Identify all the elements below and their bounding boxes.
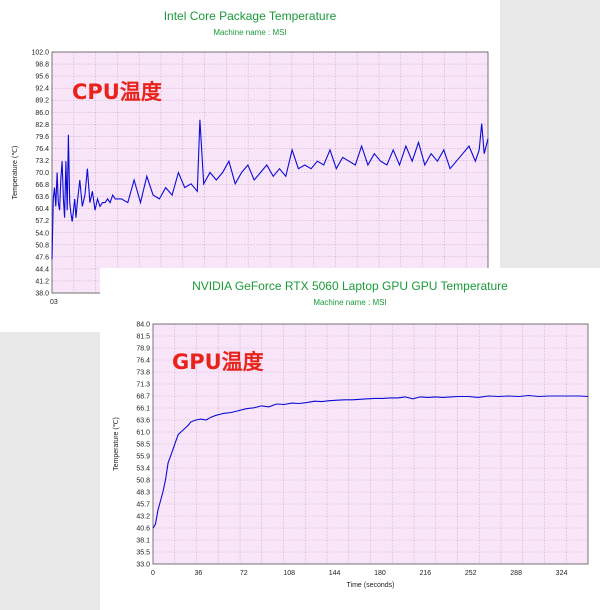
y-tick-label: 63.6 (136, 418, 150, 425)
y-tick-label: 61.0 (136, 430, 150, 437)
y-tick-label: 43.2 (136, 514, 150, 521)
y-tick-label: 48.3 (136, 490, 150, 497)
x-tick-label: 3 (54, 299, 58, 306)
y-tick-label: 47.6 (35, 254, 49, 261)
y-tick-label: 70.0 (35, 170, 49, 177)
y-tick-label: 66.8 (35, 182, 49, 189)
chart-title: Intel Core Package Temperature (164, 9, 337, 23)
x-tick-label: 36 (194, 570, 202, 577)
y-tick-label: 68.7 (136, 394, 150, 401)
x-tick-label: 108 (283, 570, 295, 577)
y-tick-label: 73.8 (136, 370, 150, 377)
y-tick-label: 55.9 (136, 454, 150, 461)
gpu-temperature-chart: NVIDIA GeForce RTX 5060 Laptop GPU GPU T… (113, 279, 589, 589)
y-tick-label: 73.2 (35, 158, 49, 165)
cpu-chart-panel: Intel Core Package Temperature Machine na… (0, 0, 500, 332)
y-tick-label: 71.3 (136, 382, 150, 389)
y-tick-label: 76.4 (136, 358, 150, 365)
y-tick-label: 82.8 (35, 122, 49, 129)
y-tick-label: 38.0 (35, 291, 49, 298)
y-tick-label: 45.7 (136, 502, 150, 509)
y-tick-label: 102.0 (31, 50, 49, 57)
x-tick-label: 252 (465, 570, 477, 577)
background-region (500, 0, 600, 268)
y-tick-label: 89.2 (35, 98, 49, 105)
y-tick-label: 79.6 (35, 134, 49, 141)
y-tick-label: 38.1 (136, 538, 150, 545)
temperature-series-line (51, 119, 489, 260)
y-tick-label: 58.5 (136, 442, 150, 449)
y-tick-label: 50.8 (136, 478, 150, 485)
y-tick-label: 54.0 (35, 230, 49, 237)
y-tick-label: 92.4 (35, 86, 49, 93)
background-region (0, 332, 100, 610)
x-tick-label: 144 (329, 570, 341, 577)
gpu-chart-panel: NVIDIA GeForce RTX 5060 Laptop GPU GPU T… (100, 268, 600, 610)
y-tick-label: 44.4 (35, 266, 49, 273)
gpu-overlay-label: GPU温度 (172, 350, 264, 374)
x-tick-label: 324 (556, 570, 568, 577)
y-axis-label: Temperature (℃) (12, 146, 19, 200)
y-tick-label: 86.0 (35, 110, 49, 117)
x-tick-label: 0 (50, 299, 54, 306)
y-tick-label: 33.0 (136, 562, 150, 569)
chart-subtitle: Machine name : MSI (213, 28, 286, 37)
cpu-temperature-chart: Intel Core Package Temperature Machine na… (12, 9, 489, 306)
y-tick-label: 78.9 (136, 346, 150, 353)
y-tick-label: 98.8 (35, 62, 49, 69)
y-tick-label: 50.8 (35, 242, 49, 249)
x-tick-label: 0 (151, 570, 155, 577)
y-tick-label: 81.5 (136, 334, 150, 341)
x-tick-label: 72 (240, 570, 248, 577)
y-tick-label: 40.6 (136, 526, 150, 533)
y-tick-label: 63.6 (35, 194, 49, 201)
x-tick-label: 288 (510, 570, 522, 577)
y-tick-label: 95.6 (35, 74, 49, 81)
y-tick-label: 60.4 (35, 206, 49, 213)
chart-subtitle: Machine name : MSI (313, 298, 386, 307)
y-tick-label: 35.5 (136, 550, 150, 557)
chart-title: NVIDIA GeForce RTX 5060 Laptop GPU GPU T… (192, 279, 508, 293)
y-tick-label: 84.0 (136, 322, 150, 329)
plot-border (152, 323, 589, 565)
y-tick-label: 76.4 (35, 146, 49, 153)
y-tick-label: 41.2 (35, 278, 49, 285)
y-tick-label: 57.2 (35, 218, 49, 225)
x-tick-label: 216 (420, 570, 432, 577)
temperature-series-line (152, 394, 589, 529)
x-tick-label: 180 (374, 570, 386, 577)
y-axis-label: Temperature (℃) (113, 417, 120, 471)
x-axis-label: Time (seconds) (347, 582, 395, 589)
y-tick-label: 66.1 (136, 406, 150, 413)
cpu-overlay-label: CPU温度 (72, 80, 162, 104)
y-tick-label: 53.4 (136, 466, 150, 473)
